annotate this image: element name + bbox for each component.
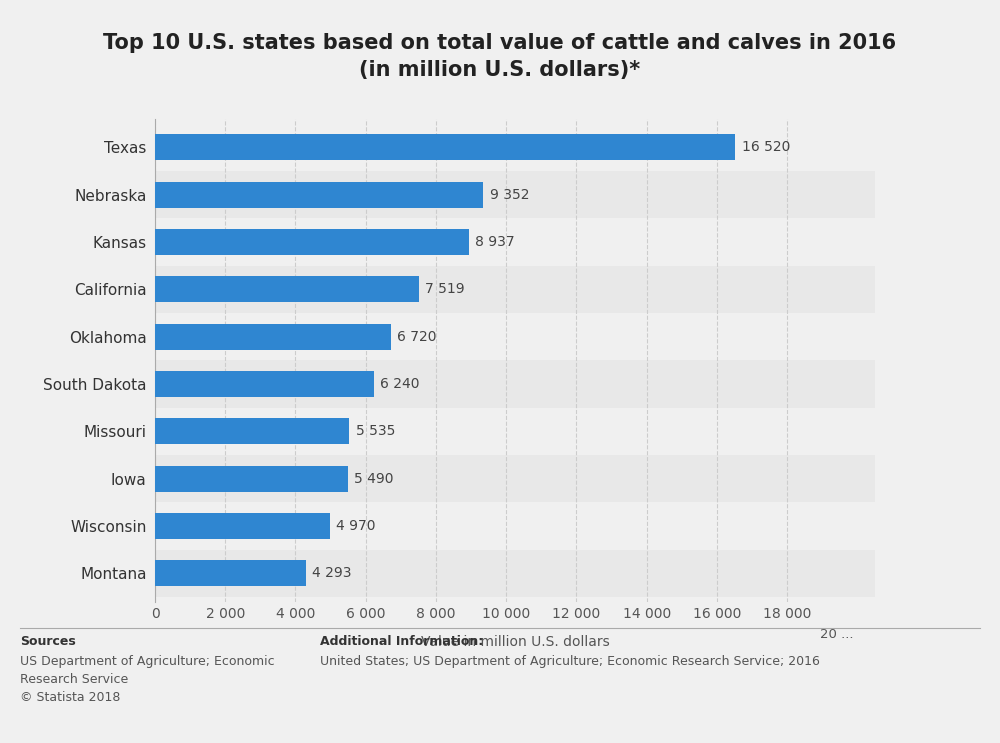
Bar <box>155 324 391 350</box>
Bar <box>155 313 875 360</box>
Text: 16 520: 16 520 <box>742 140 790 155</box>
Text: 6 720: 6 720 <box>397 330 437 344</box>
Bar <box>155 134 735 160</box>
Bar <box>155 276 419 302</box>
Bar <box>155 513 330 539</box>
Text: 6 240: 6 240 <box>380 377 420 391</box>
Bar <box>155 229 469 255</box>
Text: United States; US Department of Agriculture; Economic Research Service; 2016: United States; US Department of Agricult… <box>320 655 820 668</box>
Bar <box>155 418 349 444</box>
Bar <box>155 218 875 266</box>
Text: 4 970: 4 970 <box>336 519 375 533</box>
Bar <box>155 171 875 218</box>
Bar <box>155 408 875 455</box>
Text: 7 519: 7 519 <box>425 282 465 296</box>
Text: 20 ...: 20 ... <box>820 628 853 641</box>
Text: 5 490: 5 490 <box>354 472 394 486</box>
Text: Top 10 U.S. states based on total value of cattle and calves in 2016
(in million: Top 10 U.S. states based on total value … <box>103 33 897 80</box>
Text: 9 352: 9 352 <box>490 188 529 201</box>
Text: Additional Information:: Additional Information: <box>320 635 483 648</box>
Text: 4 293: 4 293 <box>312 566 352 580</box>
Bar <box>155 123 875 171</box>
Text: Sources: Sources <box>20 635 76 648</box>
Bar <box>155 360 875 408</box>
Bar <box>155 455 875 502</box>
Text: 8 937: 8 937 <box>475 235 515 249</box>
X-axis label: Value in million U.S. dollars: Value in million U.S. dollars <box>421 635 609 649</box>
Bar <box>155 371 374 397</box>
Bar <box>155 266 875 313</box>
Bar <box>155 466 348 492</box>
Bar <box>155 181 483 207</box>
Bar <box>155 502 875 550</box>
Text: US Department of Agriculture; Economic
Research Service
© Statista 2018: US Department of Agriculture; Economic R… <box>20 655 275 704</box>
Bar <box>155 550 875 597</box>
Bar <box>155 560 306 586</box>
Text: 5 535: 5 535 <box>356 424 395 438</box>
